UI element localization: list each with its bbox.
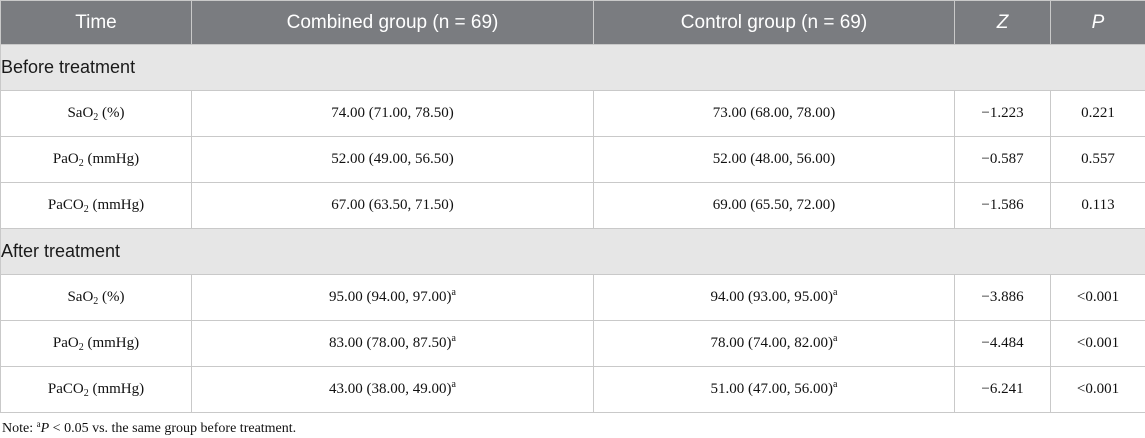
control-value: 52.00 (48.00, 56.00) [712,151,836,167]
header-z-label: Z [996,11,1009,33]
param-subscript: 2 [93,112,99,123]
control-value: 51.00 (47.00, 56.00) [710,381,834,397]
combined-sup: a [451,333,456,344]
control-sup: a [833,379,838,390]
cell-parameter: SaO2 (%) [0,274,192,321]
param-name: PaCO [47,381,84,397]
header-p-label: P [1091,11,1105,33]
table-note: Note: aP < 0.05 vs. the same group befor… [2,419,297,437]
table-row: SaO2 (%) 74.00 (71.00, 78.50) 73.00 (68.00… [0,90,1145,137]
param-unit: (%) [98,289,125,305]
combined-value: 83.00 (78.00, 87.50) [329,335,452,351]
control-value: 78.00 (74.00, 82.00) [710,335,834,351]
control-value: 69.00 (65.50, 72.00) [712,197,836,213]
combined-value: 95.00 (94.00, 97.00) [329,289,452,305]
param-name: PaCO [47,197,84,213]
header-control-group: Control group (n = 69) [593,0,955,45]
header-combined-group: Combined group (n = 69) [191,0,594,45]
header-time: Time [0,0,192,45]
control-sup: a [833,333,838,344]
header-p: P [1050,0,1145,45]
section-row: After treatment [0,228,1145,275]
section-title: After treatment [0,228,1145,275]
cell-p: 0.557 [1050,136,1145,183]
cell-p: 0.221 [1050,90,1145,137]
cell-control: 73.00 (68.00, 78.00) [593,90,955,137]
param-unit: (mmHg) [88,381,145,397]
cell-z: −1.586 [954,182,1051,229]
cell-control: 69.00 (65.50, 72.00) [593,182,955,229]
param-subscript: 2 [83,388,89,399]
note-prefix: Note: [2,421,37,436]
cell-control: 94.00 (93.00, 95.00)a [593,274,955,321]
param-name: SaO [67,289,94,305]
param-name: PaO [52,335,79,351]
combined-value: 52.00 (49.00, 56.50) [331,151,454,167]
cell-combined: 74.00 (71.00, 78.50) [191,90,594,137]
param-unit: (mmHg) [88,197,145,213]
param-subscript: 2 [78,158,84,169]
table-row: PaCO2 (mmHg) 67.00 (63.50, 71.50) 69.00 (6… [0,182,1145,229]
table-row: PaO2 (mmHg) 83.00 (78.00, 87.50)a 78.00 (7… [0,320,1145,367]
cell-control: 78.00 (74.00, 82.00)a [593,320,955,367]
cell-p: <0.001 [1050,320,1145,367]
cell-combined: 52.00 (49.00, 56.50) [191,136,594,183]
cell-parameter: PaCO2 (mmHg) [0,366,192,413]
cell-combined: 83.00 (78.00, 87.50)a [191,320,594,367]
cell-parameter: PaO2 (mmHg) [0,136,192,183]
table-row: PaCO2 (mmHg) 43.00 (38.00, 49.00)a 51.00 (… [0,366,1145,413]
header-z: Z [954,0,1051,45]
param-subscript: 2 [93,296,99,307]
cell-z: −3.886 [954,274,1051,321]
note-text: < 0.05 vs. the same group before treatme… [49,421,297,436]
note-p: P [40,421,50,436]
param-unit: (%) [98,105,125,121]
param-name: SaO [67,105,94,121]
param-subscript: 2 [78,342,84,353]
param-subscript: 2 [83,204,89,215]
combined-value: 74.00 (71.00, 78.50) [331,105,454,121]
cell-z: −4.484 [954,320,1051,367]
cell-combined: 95.00 (94.00, 97.00)a [191,274,594,321]
param-unit: (mmHg) [83,335,140,351]
cell-p: <0.001 [1050,274,1145,321]
cell-control: 52.00 (48.00, 56.00) [593,136,955,183]
cell-parameter: SaO2 (%) [0,90,192,137]
cell-z: −1.223 [954,90,1051,137]
combined-sup: a [451,287,456,298]
cell-p: 0.113 [1050,182,1145,229]
control-value: 94.00 (93.00, 95.00) [710,289,834,305]
cell-z: −6.241 [954,366,1051,413]
section-title: Before treatment [0,44,1145,91]
section-row: Before treatment [0,44,1145,91]
cell-control: 51.00 (47.00, 56.00)a [593,366,955,413]
combined-value: 43.00 (38.00, 49.00) [329,381,452,397]
cell-z: −0.587 [954,136,1051,183]
cell-parameter: PaCO2 (mmHg) [0,182,192,229]
table-row: SaO2 (%) 95.00 (94.00, 97.00)a 94.00 (93.0… [0,274,1145,321]
table-body: Before treatment SaO2 (%) 74.00 (71.00, 78… [0,44,1145,413]
combined-value: 67.00 (63.50, 71.50) [331,197,454,213]
header-row: Time Combined group (n = 69) Control gro… [0,0,1145,45]
control-value: 73.00 (68.00, 78.00) [712,105,836,121]
param-name: PaO [52,151,79,167]
param-unit: (mmHg) [83,151,140,167]
note-sup: a [36,419,41,429]
combined-sup: a [451,379,456,390]
cell-parameter: PaO2 (mmHg) [0,320,192,367]
cell-combined: 67.00 (63.50, 71.50) [191,182,594,229]
control-sup: a [833,287,838,298]
table-row: PaO2 (mmHg) 52.00 (49.00, 56.50) 52.00 (48… [0,136,1145,183]
results-table: Time Combined group (n = 69) Control gro… [0,0,1145,413]
cell-combined: 43.00 (38.00, 49.00)a [191,366,594,413]
cell-p: <0.001 [1050,366,1145,413]
